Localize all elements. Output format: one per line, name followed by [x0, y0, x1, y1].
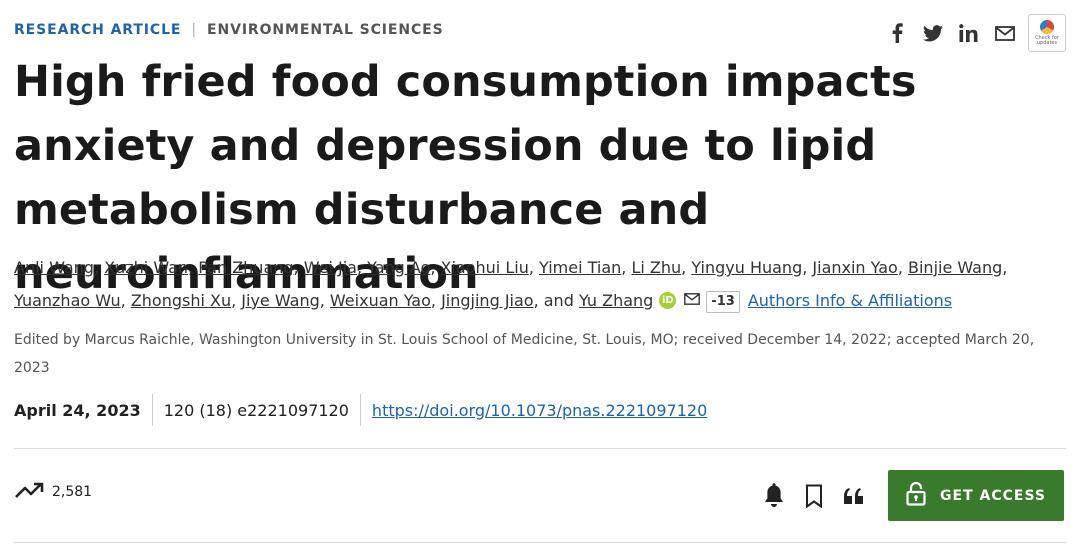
author-link[interactable]: Weixuan Yao [329, 291, 431, 310]
article-metrics[interactable]: 2,581 [14, 481, 92, 503]
author-link[interactable]: Yuanzhao Wu [14, 291, 121, 310]
get-access-button[interactable]: GET ACCESS [888, 470, 1064, 521]
author-link[interactable]: Jianxin Yao [812, 258, 898, 277]
twitter-icon[interactable] [920, 20, 946, 46]
author-and: and [543, 291, 574, 310]
publication-date: April 24, 2023 [14, 400, 141, 420]
category-environmental-sciences[interactable]: ENVIRONMENTAL SCIENCES [207, 22, 444, 38]
mail-icon[interactable] [992, 20, 1018, 46]
doi-link[interactable]: https://doi.org/10.1073/pnas.2221097120 [371, 400, 708, 420]
publication-info: April 24, 2023 120 (18) e2221097120 http… [14, 394, 707, 426]
article-section: RESEARCH ARTICLE | ENVIRONMENTAL SCIENCES [14, 22, 444, 38]
author-link[interactable]: Li Zhu [631, 258, 682, 277]
orcid-icon[interactable]: iD [659, 292, 677, 309]
author-link-last[interactable]: Yu Zhang [578, 291, 654, 310]
author-link[interactable]: Xuzhi Wan [104, 258, 189, 277]
author-link[interactable]: Xiaohui Liu [440, 258, 529, 277]
category-research-article[interactable]: RESEARCH ARTICLE [14, 22, 182, 38]
bookmark-icon[interactable] [794, 476, 834, 516]
bell-icon[interactable] [754, 476, 794, 516]
article-actions: GET ACCESS [754, 470, 1064, 521]
divider [14, 542, 1066, 543]
article-title: High fried food consumption impacts anxi… [14, 57, 917, 299]
divider [359, 394, 361, 426]
edited-by-text: Edited by Marcus Raichle, Washington Uni… [14, 332, 1035, 376]
category-separator: | [191, 22, 197, 38]
divider [151, 394, 153, 426]
trending-up-icon [14, 481, 44, 503]
author-link[interactable]: Yimei Tian [539, 258, 622, 277]
quote-icon[interactable] [834, 476, 874, 516]
get-access-label: GET ACCESS [940, 487, 1046, 504]
author-link[interactable]: Zhongshi Xu [130, 291, 232, 310]
corresponding-email-icon[interactable] [684, 284, 701, 316]
more-authors-button[interactable]: -13 [706, 291, 740, 313]
check-for-updates-badge[interactable]: Check for updates [1028, 14, 1066, 52]
author-link[interactable]: Jiye Wang [241, 291, 320, 310]
author-link[interactable]: Anli Wang [14, 258, 94, 277]
divider [14, 448, 1066, 449]
author-link[interactable]: Wei Jia [303, 258, 357, 277]
author-link[interactable]: Yingyu Huang [691, 258, 803, 277]
views-count: 2,581 [52, 484, 93, 500]
crossmark-icon [1040, 20, 1054, 34]
author-link[interactable]: Yang Ao [367, 258, 431, 277]
author-list: Anli Wang, Xuzhi Wan, Pan Zhuang, Wei Ji… [14, 252, 1074, 317]
share-bar: Check for updates [884, 14, 1066, 52]
linkedin-icon[interactable] [956, 20, 982, 46]
facebook-icon[interactable] [884, 20, 910, 46]
authors-affiliations-link[interactable]: Authors Info & Affiliations [747, 291, 953, 310]
author-link[interactable]: Pan Zhuang [198, 258, 294, 277]
author-link[interactable]: Jingjing Jiao [441, 291, 534, 310]
unlock-icon [906, 481, 926, 510]
author-link[interactable]: Binjie Wang [908, 258, 1003, 277]
check-for-updates-label: Check for updates [1035, 35, 1059, 46]
volume-issue: 120 (18) e2221097120 [163, 400, 349, 420]
article-header-bar: RESEARCH ARTICLE | ENVIRONMENTAL SCIENCES … [14, 14, 1066, 52]
